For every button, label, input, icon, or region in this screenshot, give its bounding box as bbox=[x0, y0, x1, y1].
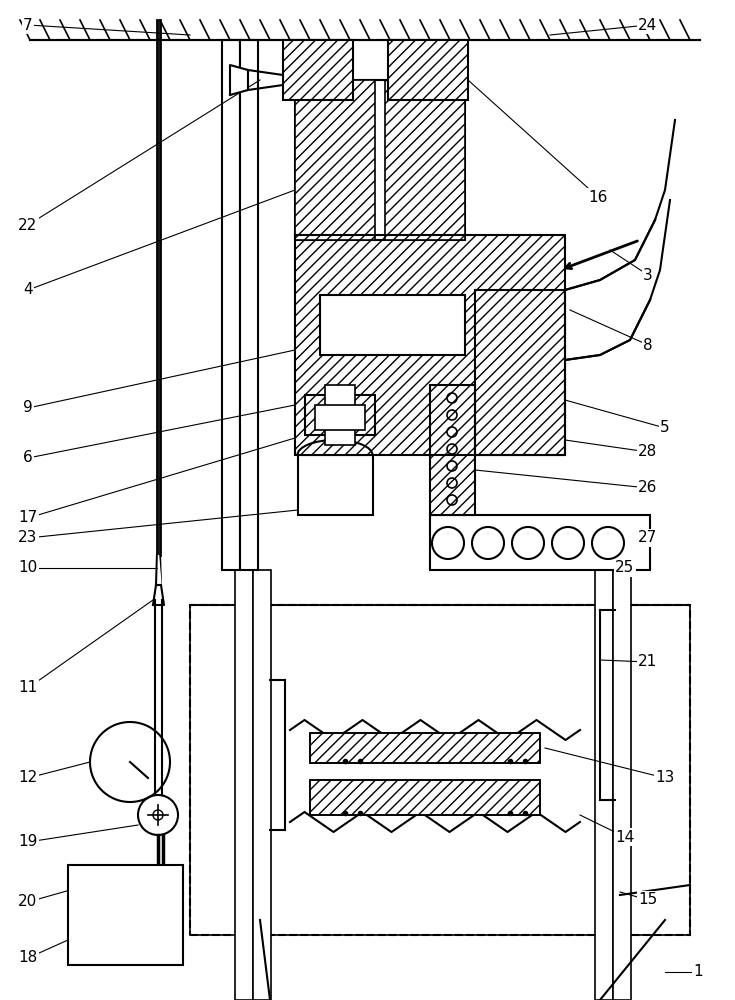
Polygon shape bbox=[156, 555, 161, 585]
Bar bbox=[430, 515, 650, 570]
Bar bbox=[295, 235, 565, 455]
Bar bbox=[325, 385, 355, 445]
Bar bbox=[190, 605, 690, 935]
Bar bbox=[190, 605, 690, 935]
Bar bbox=[388, 40, 468, 100]
Text: 22: 22 bbox=[18, 218, 37, 232]
Bar bbox=[315, 405, 365, 430]
Bar bbox=[295, 80, 375, 240]
Text: 1: 1 bbox=[693, 964, 703, 980]
Text: 19: 19 bbox=[18, 834, 37, 850]
Text: 6: 6 bbox=[23, 450, 33, 466]
Bar bbox=[295, 80, 465, 240]
Text: 20: 20 bbox=[18, 894, 37, 910]
Text: 21: 21 bbox=[639, 654, 658, 670]
Bar bbox=[320, 295, 465, 355]
Text: 28: 28 bbox=[639, 444, 658, 460]
Bar bbox=[310, 733, 540, 763]
Text: 23: 23 bbox=[18, 530, 37, 546]
Text: 4: 4 bbox=[24, 282, 33, 298]
Bar bbox=[240, 40, 258, 570]
Bar bbox=[298, 455, 373, 515]
Bar bbox=[385, 80, 465, 240]
Text: 26: 26 bbox=[638, 481, 658, 495]
Bar bbox=[430, 385, 475, 515]
Bar bbox=[430, 385, 475, 515]
Text: 25: 25 bbox=[615, 560, 634, 576]
Bar bbox=[305, 395, 375, 435]
Bar bbox=[305, 395, 375, 435]
Text: 24: 24 bbox=[639, 17, 658, 32]
Bar bbox=[283, 40, 353, 100]
Bar bbox=[310, 780, 540, 815]
Bar bbox=[388, 40, 468, 100]
Text: 3: 3 bbox=[643, 267, 653, 282]
Bar bbox=[283, 40, 353, 100]
Text: 15: 15 bbox=[639, 892, 658, 908]
Bar bbox=[475, 290, 565, 455]
Polygon shape bbox=[565, 220, 655, 360]
Text: 8: 8 bbox=[643, 338, 653, 353]
Text: 18: 18 bbox=[18, 950, 37, 966]
Text: 7: 7 bbox=[24, 17, 33, 32]
Bar bbox=[222, 40, 240, 570]
Bar bbox=[475, 290, 565, 455]
Polygon shape bbox=[230, 65, 248, 95]
Text: 27: 27 bbox=[639, 530, 658, 546]
Bar bbox=[253, 570, 271, 1000]
Bar bbox=[295, 235, 565, 455]
Bar bbox=[68, 865, 183, 965]
Bar bbox=[613, 570, 631, 1000]
Text: 17: 17 bbox=[18, 510, 37, 526]
Bar bbox=[310, 733, 540, 763]
Text: 13: 13 bbox=[656, 770, 675, 786]
Text: 10: 10 bbox=[18, 560, 37, 576]
Text: 5: 5 bbox=[660, 420, 670, 436]
Text: 11: 11 bbox=[18, 680, 37, 696]
Bar bbox=[235, 570, 253, 1000]
Text: 12: 12 bbox=[18, 770, 37, 786]
Bar bbox=[595, 570, 613, 1000]
Bar bbox=[310, 780, 540, 815]
Text: 14: 14 bbox=[615, 830, 634, 844]
Text: 9: 9 bbox=[23, 400, 33, 416]
Text: 16: 16 bbox=[588, 190, 608, 205]
